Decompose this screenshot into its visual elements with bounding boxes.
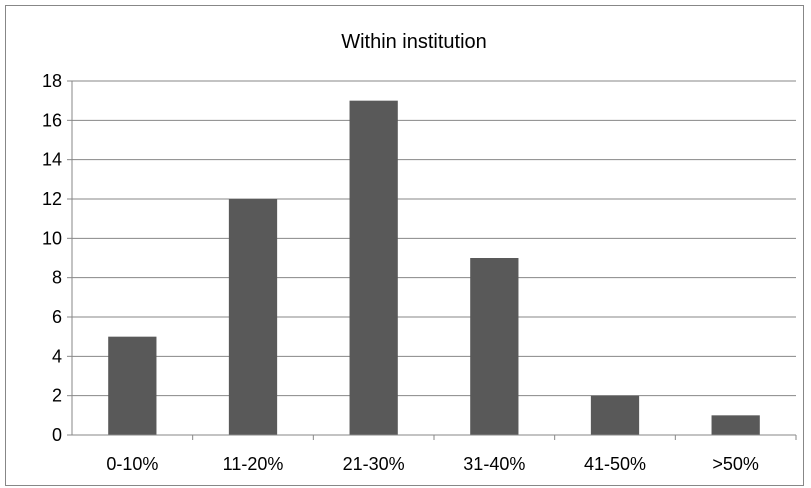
x-tick-labels: 0-10% 11-20% 21-30% 31-40% 41-50% >50% xyxy=(106,454,759,474)
bar-11-20 xyxy=(228,199,278,435)
y-tick-label: 0 xyxy=(52,425,62,445)
x-tick-label: 41-50% xyxy=(584,454,646,474)
y-tick-label: 6 xyxy=(52,307,62,327)
x-tick-label: 11-20% xyxy=(223,454,284,474)
x-tick-label: 31-40% xyxy=(463,454,525,474)
bar-31-40 xyxy=(470,258,519,435)
axes xyxy=(67,80,797,440)
bar-50 xyxy=(711,415,760,435)
y-tick-label: 12 xyxy=(42,189,62,209)
x-tick-label: >50% xyxy=(712,454,759,474)
bar-0-10 xyxy=(108,336,157,435)
gridlines xyxy=(72,80,796,397)
y-tick-labels: 0 2 4 6 8 10 12 14 16 18 xyxy=(42,71,62,445)
x-tick-label: 21-30% xyxy=(343,454,405,474)
bar-41-50 xyxy=(590,395,640,435)
bar-21-30 xyxy=(349,100,398,436)
y-tick-label: 8 xyxy=(52,268,62,288)
x-tick-label: 0-10% xyxy=(106,454,158,474)
bars xyxy=(108,100,760,436)
chart-title: Within institution xyxy=(341,31,487,53)
y-tick-label: 18 xyxy=(42,71,62,91)
y-tick-label: 10 xyxy=(42,228,62,248)
y-tick-label: 4 xyxy=(52,346,62,366)
y-tick-label: 16 xyxy=(42,110,62,130)
y-tick-label: 14 xyxy=(42,150,62,170)
y-tick-label: 2 xyxy=(52,386,62,406)
